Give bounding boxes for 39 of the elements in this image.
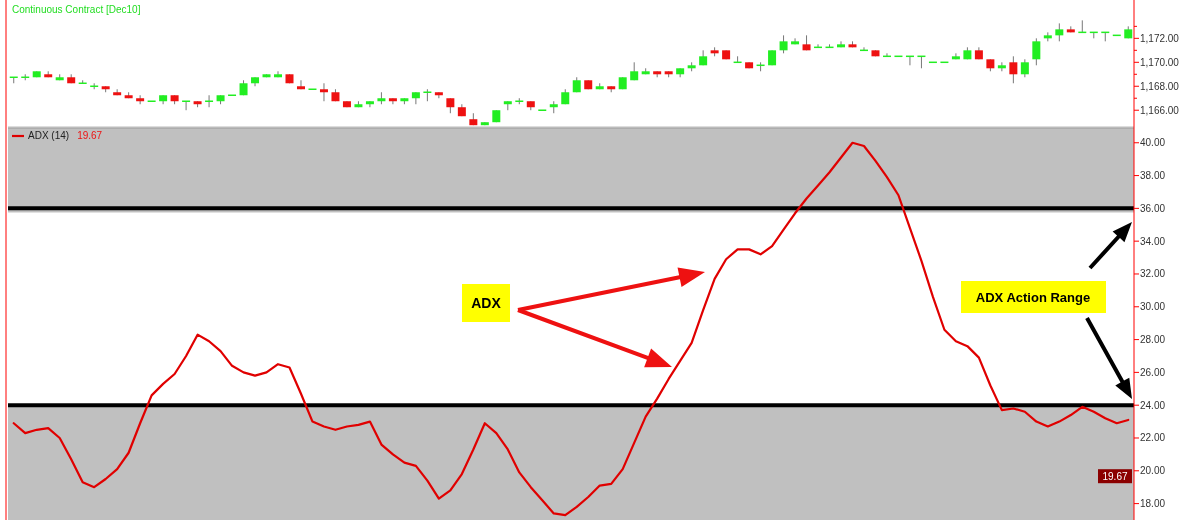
y-tick-label: 18.00 (1140, 498, 1166, 510)
line-series (12, 141, 1130, 517)
y-tick-label: 40.00 (1140, 137, 1166, 149)
y-tick-label: 1,170.00 (1140, 56, 1180, 68)
candlestick (1009, 55, 1018, 84)
candlestick (204, 94, 214, 108)
y-tick-label: 30.00 (1140, 301, 1166, 313)
candlestick (1032, 37, 1041, 66)
candlestick (136, 94, 145, 105)
candlestick (434, 91, 443, 99)
y-tick-label: 28.00 (1140, 334, 1166, 346)
candlestick (388, 97, 397, 105)
candlestick (997, 61, 1006, 72)
y-tick-label: 1,166.00 (1140, 104, 1180, 116)
y-tick-label: 24.00 (1140, 399, 1166, 411)
candlestick (365, 100, 374, 108)
annotation: 19.67 (77, 130, 103, 141)
candlestick (837, 40, 846, 48)
candlestick (274, 70, 283, 78)
annotation: 19.67 (1102, 470, 1128, 482)
legend-label: ADX (14) (28, 130, 70, 141)
candlestick (296, 79, 305, 90)
candlestick (411, 91, 420, 105)
annotation: ADX (471, 294, 502, 311)
y-tick-label: 20.00 (1140, 465, 1166, 477)
y-tick-label: 26.00 (1140, 366, 1166, 378)
y-tick-label: 32.00 (1140, 268, 1166, 280)
y-tick-label: 1,172.00 (1140, 32, 1180, 44)
chart-title: Continuous Contract [Dec10] (12, 4, 141, 15)
y-tick-label: 22.00 (1140, 432, 1166, 444)
candlestick (791, 37, 800, 45)
y-tick-label: 34.00 (1140, 235, 1166, 247)
y-tick-label: 38.00 (1140, 170, 1166, 182)
y-tick-label: 36.00 (1140, 202, 1166, 214)
y-tick-label: 1,168.00 (1140, 80, 1180, 92)
candlestick (319, 82, 328, 102)
candlestick (181, 100, 191, 111)
candlestick (951, 52, 960, 60)
annotation: ADX Action Range (975, 289, 1091, 305)
